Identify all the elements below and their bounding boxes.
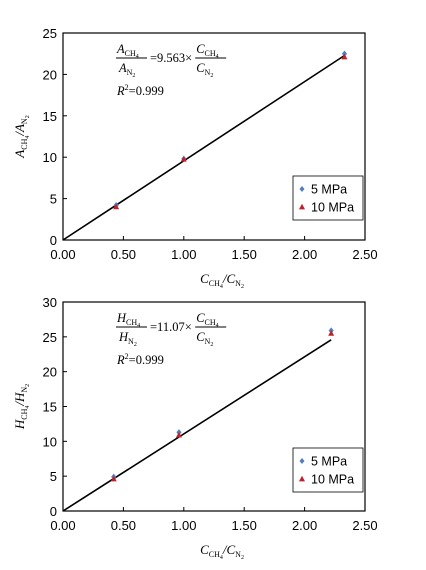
eq-right-numerator: CCH4 xyxy=(196,42,218,60)
legend-marker-triangle xyxy=(299,475,305,482)
data-point-triangle xyxy=(341,53,348,60)
y-tick-label: 10 xyxy=(43,150,57,165)
x-tick-label: 2.00 xyxy=(292,247,317,262)
eq-right-denominator: CN2 xyxy=(196,330,213,348)
chart-1: 0.00 0.50 1.00 1.50 2.00 2.50 0 5 10 15 20 25 5 MPa 1… xyxy=(12,26,378,290)
eq-coefficient: =9.563× xyxy=(150,51,192,65)
legend-label: 10 MPa xyxy=(311,473,354,487)
y-tick-label: 15 xyxy=(43,109,57,124)
y-tick-label: 0 xyxy=(50,504,57,519)
eq-coefficient: =11.07× xyxy=(150,320,192,334)
y-tick-label: 20 xyxy=(43,67,57,82)
legend-marker-triangle xyxy=(299,203,305,210)
fit-line xyxy=(62,54,345,241)
x-tick-label: 2.50 xyxy=(352,247,377,262)
y-tick-label: 5 xyxy=(50,192,57,207)
eq-right-numerator: CCH4 xyxy=(196,311,218,329)
y-axis-label: ACH4/AN2 xyxy=(12,115,31,158)
x-tick-label: 2.00 xyxy=(292,518,317,533)
eq-left-denominator: HN2 xyxy=(118,330,137,348)
y-tick-label: 10 xyxy=(43,434,57,449)
chart-2: 0.00 0.50 1.00 1.50 2.00 2.50 0 5 10 15 20 25 30 5 MP… xyxy=(12,295,378,561)
x-axis-label: CCH4/CN2 xyxy=(200,271,244,290)
x-tick-label: 1.50 xyxy=(232,247,257,262)
fit-line xyxy=(62,339,332,512)
legend-box xyxy=(292,447,364,493)
eq-r-squared: R2=0.999 xyxy=(116,83,164,98)
data-point-triangle xyxy=(110,475,117,482)
data-point-triangle xyxy=(113,203,120,210)
plot-frame xyxy=(62,32,366,241)
y-axis-label: HCH4/HN2 xyxy=(12,384,31,430)
x-tick-label: 0.50 xyxy=(111,518,136,533)
x-tick-label: 0.00 xyxy=(50,518,75,533)
x-tick-label: 2.50 xyxy=(352,518,377,533)
eq-left-numerator: HCH4 xyxy=(116,311,140,329)
y-tick-label: 25 xyxy=(43,330,57,345)
legend-label: 5 MPa xyxy=(311,455,347,469)
x-tick-label: 1.50 xyxy=(232,518,257,533)
data-point-diamond xyxy=(341,50,348,57)
legend-label: 5 MPa xyxy=(311,183,347,197)
eq-r-squared: R2=0.999 xyxy=(116,352,164,367)
x-tick-label: 1.00 xyxy=(171,247,196,262)
eq-left-denominator: AN2 xyxy=(118,61,135,79)
eq-left-numerator: ACH4 xyxy=(116,42,139,60)
eq-right-denominator: CN2 xyxy=(196,61,213,79)
legend-marker-diamond xyxy=(299,458,305,464)
x-axis-label: CCH4/CN2 xyxy=(200,542,244,561)
y-tick-label: 5 xyxy=(50,469,57,484)
legend-label: 10 MPa xyxy=(311,201,354,215)
legend-marker-diamond xyxy=(299,186,305,192)
y-tick-label: 30 xyxy=(43,295,57,310)
y-tick-label: 20 xyxy=(43,365,57,380)
data-point-triangle xyxy=(175,431,182,438)
y-tick-label: 15 xyxy=(43,400,57,415)
y-tick-label: 0 xyxy=(50,233,57,248)
x-tick-label: 0.50 xyxy=(111,247,136,262)
y-tick-label: 25 xyxy=(43,26,57,41)
x-tick-label: 1.00 xyxy=(171,518,196,533)
data-point-triangle xyxy=(328,330,335,336)
x-tick-label: 0.00 xyxy=(50,247,75,262)
legend-box xyxy=(292,175,364,221)
data-point-triangle xyxy=(180,156,187,162)
